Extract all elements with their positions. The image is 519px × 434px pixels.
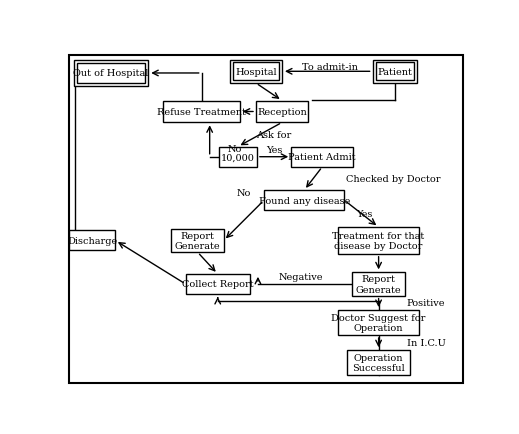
Text: Discharge: Discharge xyxy=(67,237,117,245)
Bar xyxy=(338,227,419,254)
Text: Yes: Yes xyxy=(266,145,282,155)
Bar xyxy=(218,147,257,168)
Text: Report
Generate: Report Generate xyxy=(356,275,401,294)
Bar xyxy=(233,63,279,81)
Bar xyxy=(163,102,240,123)
Text: In I.C.U: In I.C.U xyxy=(407,339,446,347)
Text: Checked by Doctor: Checked by Doctor xyxy=(347,174,441,184)
Text: Ask for: Ask for xyxy=(256,130,292,139)
Bar xyxy=(186,274,250,294)
Bar xyxy=(264,191,345,211)
Text: Doctor Suggest for
Operation: Doctor Suggest for Operation xyxy=(332,313,426,332)
Text: No: No xyxy=(228,145,242,154)
Text: Hospital: Hospital xyxy=(235,68,277,77)
Text: Yes: Yes xyxy=(357,210,373,219)
Text: No: No xyxy=(237,189,251,198)
Text: Negative: Negative xyxy=(279,273,323,282)
Text: Patient: Patient xyxy=(377,68,412,77)
Text: Reception: Reception xyxy=(257,108,307,117)
Text: Positive: Positive xyxy=(407,299,445,308)
Text: Report
Generate: Report Generate xyxy=(175,231,221,250)
Bar xyxy=(338,310,419,335)
Bar xyxy=(376,63,414,81)
Text: Out of Hospital: Out of Hospital xyxy=(74,69,149,78)
Text: Patient Admit: Patient Admit xyxy=(289,153,356,162)
Bar xyxy=(74,61,148,86)
Text: To admit-in: To admit-in xyxy=(303,62,358,72)
Text: Refuse Treatment: Refuse Treatment xyxy=(157,108,246,117)
Bar xyxy=(171,229,224,253)
Bar xyxy=(77,64,145,84)
Bar xyxy=(69,231,115,251)
Text: Operation
Successful: Operation Successful xyxy=(352,353,405,372)
Bar xyxy=(230,60,282,84)
Text: Treatment for that
disease by Doctor: Treatment for that disease by Doctor xyxy=(333,231,425,250)
Text: Found any disease: Found any disease xyxy=(258,196,350,205)
Bar xyxy=(373,60,417,84)
Text: 10,000: 10,000 xyxy=(221,153,255,162)
Bar xyxy=(291,147,353,168)
Bar xyxy=(256,102,308,123)
Bar xyxy=(352,273,405,296)
Text: Collect Report: Collect Report xyxy=(182,280,254,289)
Bar xyxy=(347,350,410,375)
